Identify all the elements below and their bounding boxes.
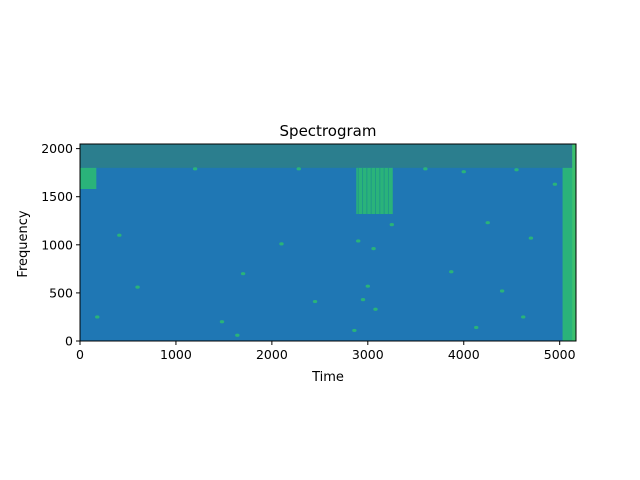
y-tick-label: 500 xyxy=(49,285,73,300)
spectrogram-region-high-frequency-band xyxy=(80,144,573,168)
spectrogram-speckle xyxy=(474,325,479,330)
spectrogram-speckle xyxy=(449,270,454,274)
chart-title: Spectrogram xyxy=(280,122,377,140)
spectrogram-speckle xyxy=(240,272,246,276)
y-tick-label: 1000 xyxy=(41,237,73,252)
x-tick-label: 3000 xyxy=(352,347,384,362)
spectrogram-base xyxy=(80,144,576,341)
y-tick-label: 0 xyxy=(65,334,73,349)
x-tick-label: 1000 xyxy=(160,347,192,362)
spectrogram-speckle xyxy=(95,315,100,319)
spectrogram-speckle xyxy=(371,247,376,251)
y-axis-label: Frequency xyxy=(16,210,31,277)
spectrogram-region-right-edge-strip xyxy=(572,144,576,341)
x-tick-label: 2000 xyxy=(256,347,288,362)
spectrogram-speckle xyxy=(461,170,466,174)
spectrogram-speckle xyxy=(365,284,371,288)
x-tick-label: 0 xyxy=(76,347,84,362)
spectrogram-speckle xyxy=(135,285,140,289)
spectrogram-region-left-edge-patch xyxy=(80,167,97,190)
spectrogram-speckle xyxy=(296,167,301,171)
spectrogram-speckle xyxy=(235,333,240,337)
x-tick-label: 5000 xyxy=(544,347,576,362)
spectrogram-speckle xyxy=(552,182,558,186)
spectrogram-speckle xyxy=(117,233,122,237)
spectrogram-speckle xyxy=(514,168,519,172)
plot-frame xyxy=(79,143,577,342)
spectrogram-speckle xyxy=(499,289,505,293)
spectrogram-speckle xyxy=(219,320,225,324)
spectrogram-speckle xyxy=(389,223,394,227)
spectrogram-speckle xyxy=(528,236,534,240)
spectrogram-speckle xyxy=(312,299,318,304)
y-tick-label: 1500 xyxy=(41,189,73,204)
spectrogram-region-burst-3000 xyxy=(356,167,393,215)
spectrogram-speckle xyxy=(192,167,198,171)
spectrogram-speckle xyxy=(360,298,366,302)
spectrogram-speckle xyxy=(352,328,357,333)
spectrogram-speckle xyxy=(485,221,490,225)
y-axis: 0 500 1000 1500 2000 xyxy=(41,141,80,349)
x-axis-label: Time xyxy=(311,370,344,385)
y-tick-label: 2000 xyxy=(41,141,73,156)
plot-area xyxy=(79,143,577,342)
x-tick-label: 4000 xyxy=(448,347,480,362)
spectrogram-speckle xyxy=(279,242,284,246)
spectrogram-speckle xyxy=(423,167,428,171)
x-axis: 0 1000 2000 3000 4000 5000 xyxy=(76,341,576,362)
spectrogram-speckle xyxy=(356,239,361,243)
spectrogram-speckle xyxy=(521,315,526,319)
spectrogram-speckle xyxy=(373,307,378,311)
